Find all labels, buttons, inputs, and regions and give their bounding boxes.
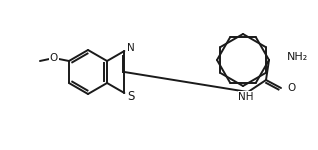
Text: NH₂: NH₂ bbox=[287, 52, 308, 62]
Text: N: N bbox=[128, 43, 135, 53]
Text: NH: NH bbox=[238, 92, 254, 102]
Text: S: S bbox=[128, 90, 135, 102]
Text: O: O bbox=[287, 83, 295, 93]
Text: O: O bbox=[50, 53, 58, 63]
